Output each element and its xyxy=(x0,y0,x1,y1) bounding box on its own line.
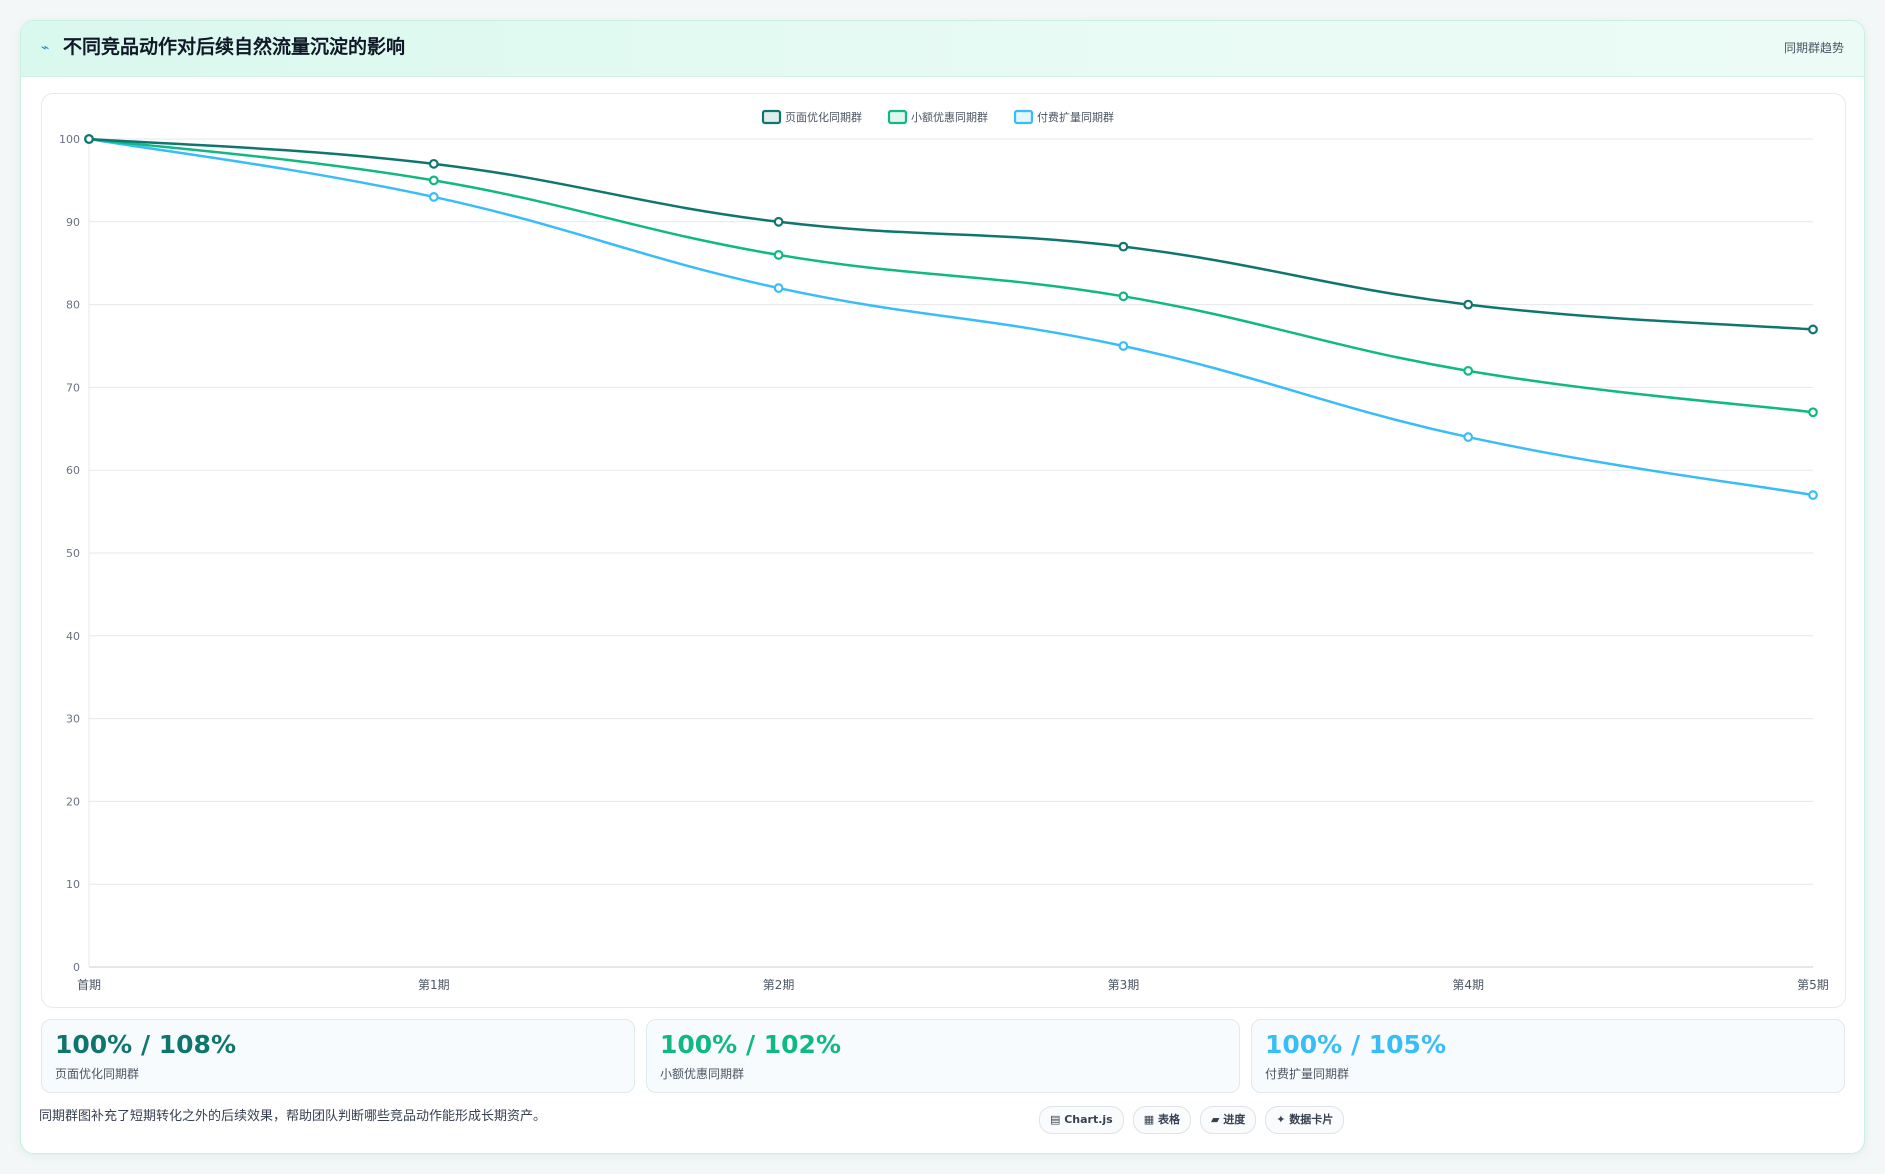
panel-title: 不同竞品动作对后续自然流量沉淀的影响 xyxy=(63,36,406,58)
stat-label: 小额优惠同期群 xyxy=(660,1067,745,1081)
tag-table[interactable]: ▦ 表格 xyxy=(1132,1106,1191,1134)
data-point xyxy=(428,192,439,202)
footnote: 同期群图补充了短期转化之外的后续效果，帮助团队判断哪些竞品动作能形成长期资产。 xyxy=(39,1109,547,1124)
series-line xyxy=(88,137,1814,331)
y-tick-label: 40 xyxy=(66,630,80,643)
legend-label: 付费扩量同期群 xyxy=(1037,110,1114,124)
y-tick-label: 20 xyxy=(66,795,80,808)
data-point xyxy=(773,250,784,260)
y-tick-label: 80 xyxy=(66,299,80,312)
stat-label: 页面优化同期群 xyxy=(55,1067,140,1081)
y-tick-label: 70 xyxy=(66,381,80,394)
x-tick-label: 首期 xyxy=(77,978,101,992)
data-point xyxy=(1808,407,1818,418)
data-point xyxy=(1808,324,1818,335)
tag-progress[interactable]: ▰ 进度 xyxy=(1199,1106,1257,1134)
y-tick-label: 0 xyxy=(73,961,80,974)
series-line xyxy=(88,137,1814,414)
data-point xyxy=(1118,341,1129,351)
panel-header: ⌁ 不同竞品动作对后续自然流量沉淀的影响 同期群趋势 xyxy=(21,21,1864,77)
legend-swatch xyxy=(1013,109,1034,125)
data-point xyxy=(1463,299,1474,310)
stat-card-page-optimization: 100% / 108% 页面优化同期群 xyxy=(41,1019,635,1093)
chart-panel: ⌁ 不同竞品动作对后续自然流量沉淀的影响 同期群趋势 0 10 20 30 40 50 60… xyxy=(20,20,1865,1154)
legend-label: 页面优化同期群 xyxy=(785,110,862,124)
trend-line-icon: ⌁ xyxy=(41,40,50,56)
stat-value: 100% / 108% xyxy=(55,1030,237,1059)
x-tick-label: 第4期 xyxy=(1452,978,1484,992)
y-tick-label: 100 xyxy=(59,133,80,146)
x-tick-label: 第2期 xyxy=(763,978,795,992)
legend-label: 小额优惠同期群 xyxy=(911,110,988,124)
stat-card-paid-expansion: 100% / 105% 付费扩量同期群 xyxy=(1251,1019,1845,1093)
y-tick-label: 60 xyxy=(66,464,80,477)
x-tick-label: 第5期 xyxy=(1797,978,1829,992)
stat-value: 100% / 102% xyxy=(660,1030,842,1059)
y-tick-label: 30 xyxy=(66,713,80,726)
data-point xyxy=(1118,291,1129,302)
y-tick-label: 50 xyxy=(66,547,80,560)
chart-container: 0 10 20 30 40 50 60 70 80 90 100 首期 第1期 第2期 第3期 第4期 第5期 页… xyxy=(41,93,1846,1008)
data-point xyxy=(84,134,94,144)
data-point xyxy=(1808,490,1818,500)
x-tick-label: 第1期 xyxy=(418,978,450,992)
data-point xyxy=(773,216,784,227)
data-point xyxy=(1118,241,1129,252)
stat-card-small-discount: 100% / 102% 小额优惠同期群 xyxy=(646,1019,1240,1093)
data-point xyxy=(428,175,439,186)
stat-label: 付费扩量同期群 xyxy=(1265,1067,1350,1081)
tag-data-card[interactable]: ✦ 数据卡片 xyxy=(1265,1106,1345,1134)
tag-list: ▤ Chart.js ▦ 表格 ▰ 进度 ✦ 数据卡片 xyxy=(1039,1106,1345,1134)
y-tick-label: 90 xyxy=(66,216,80,229)
data-point xyxy=(1463,432,1474,442)
tag-chartjs[interactable]: ▤ Chart.js xyxy=(1039,1106,1124,1134)
line-chart: 0 10 20 30 40 50 60 70 80 90 100 首期 第1期 第2期 第3期 第4期 第5期 页… xyxy=(59,109,1829,992)
y-tick-label: 10 xyxy=(66,878,80,891)
x-tick-label: 第3期 xyxy=(1108,978,1140,992)
data-point xyxy=(1463,365,1474,376)
stat-value: 100% / 105% xyxy=(1265,1030,1447,1059)
legend-swatch xyxy=(887,109,908,125)
series-line xyxy=(88,137,1814,497)
header-tag: 同期群趋势 xyxy=(1783,41,1844,55)
legend-swatch xyxy=(761,109,782,125)
data-point xyxy=(428,158,439,169)
data-point xyxy=(773,283,784,293)
